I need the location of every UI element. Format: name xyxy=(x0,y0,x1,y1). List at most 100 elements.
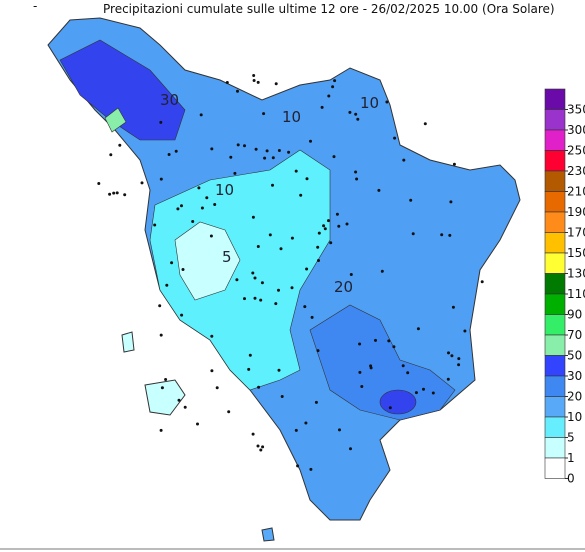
station-dot xyxy=(416,327,420,331)
station-dot xyxy=(449,200,453,204)
station-dot xyxy=(309,467,313,471)
legend-swatch xyxy=(544,150,566,172)
contour-label: 20 xyxy=(334,278,353,296)
station-dot xyxy=(457,357,461,361)
legend-label: 170 xyxy=(567,226,585,240)
station-dot xyxy=(229,155,233,159)
legend-swatch xyxy=(544,252,566,274)
station-dot xyxy=(236,89,239,93)
station-dot xyxy=(294,169,298,173)
legend-label: 300 xyxy=(567,123,585,137)
station-dot xyxy=(388,406,392,410)
station-dot xyxy=(290,286,294,290)
station-dot xyxy=(354,170,358,174)
station-dot xyxy=(349,447,352,451)
contour-label: 10 xyxy=(282,108,301,126)
station-dot xyxy=(167,153,171,156)
station-dot xyxy=(274,82,278,86)
legend-label: 250 xyxy=(567,144,585,158)
station-dot xyxy=(181,268,185,271)
station-dot xyxy=(345,222,349,226)
station-dot xyxy=(263,156,267,160)
legend-swatch xyxy=(544,273,566,295)
station-dot xyxy=(210,334,214,338)
station-dot xyxy=(337,224,341,228)
legend-swatch xyxy=(544,375,566,397)
station-dot xyxy=(225,81,229,84)
station-dot xyxy=(317,259,320,262)
station-dot xyxy=(123,193,127,197)
legend-label: 350 xyxy=(567,103,585,117)
legend-label: 10 xyxy=(567,410,582,424)
station-dot xyxy=(422,387,425,391)
legend-swatch xyxy=(544,396,566,418)
station-dot xyxy=(251,432,255,436)
station-dot xyxy=(448,233,452,237)
station-dot xyxy=(109,153,113,157)
station-dot xyxy=(257,385,261,389)
station-dot xyxy=(333,79,337,83)
station-dot xyxy=(256,80,260,84)
station-dot xyxy=(271,156,275,160)
station-dot xyxy=(355,177,359,181)
zone-green xyxy=(104,107,127,133)
station-dot xyxy=(401,364,405,368)
station-dot xyxy=(233,171,237,175)
legend-swatch xyxy=(544,88,566,110)
station-dot xyxy=(327,94,331,98)
station-dot xyxy=(335,212,339,216)
station-dot xyxy=(447,351,450,355)
island xyxy=(261,527,275,542)
station-dot xyxy=(115,191,119,195)
station-dot xyxy=(199,113,203,117)
legend-swatch xyxy=(544,355,566,377)
station-dot xyxy=(331,85,335,89)
station-dot xyxy=(227,410,231,414)
station-dot xyxy=(304,421,308,425)
legend-label: 90 xyxy=(567,308,582,322)
station-dot xyxy=(197,186,201,190)
station-dot xyxy=(259,298,263,302)
station-dot xyxy=(210,369,214,373)
legend-swatch xyxy=(544,211,566,233)
station-dot xyxy=(243,297,246,301)
station-dot xyxy=(256,444,260,448)
legend-label: 20 xyxy=(567,390,582,404)
legend-label: 70 xyxy=(567,328,582,342)
station-dot xyxy=(287,150,291,154)
station-dot xyxy=(411,232,415,236)
station-dot xyxy=(205,196,209,200)
legend-label: 110 xyxy=(567,287,585,301)
station-dot xyxy=(387,339,391,343)
station-dot xyxy=(338,428,341,432)
station-dot xyxy=(450,354,454,358)
station-dot xyxy=(153,223,157,227)
map: 30 10 10 5 20 10 xyxy=(47,17,521,542)
legend-swatch xyxy=(544,129,566,151)
station-dot xyxy=(423,122,427,126)
station-dot xyxy=(260,281,264,285)
station-dot xyxy=(118,143,122,147)
station-dot xyxy=(380,269,384,273)
station-dot xyxy=(332,155,336,159)
island xyxy=(144,379,186,416)
station-dot xyxy=(261,445,265,449)
station-dot xyxy=(213,203,217,206)
station-dot xyxy=(159,177,163,181)
station-dot xyxy=(215,386,219,390)
legend-swatch xyxy=(544,232,566,254)
map-title: Precipitazioni cumulate sulle ultime 12 … xyxy=(103,2,555,16)
station-dot xyxy=(305,267,309,271)
station-dot xyxy=(303,305,307,309)
station-dot xyxy=(317,231,321,235)
station-dot xyxy=(108,192,112,196)
legend-label: 30 xyxy=(567,369,582,383)
station-dot xyxy=(310,315,314,319)
island xyxy=(121,331,135,353)
contour-label: 10 xyxy=(360,94,379,112)
legend: 3503002502302101901701501301109070503020… xyxy=(544,88,585,486)
zone-heavy xyxy=(59,39,186,141)
station-dot xyxy=(406,371,410,375)
